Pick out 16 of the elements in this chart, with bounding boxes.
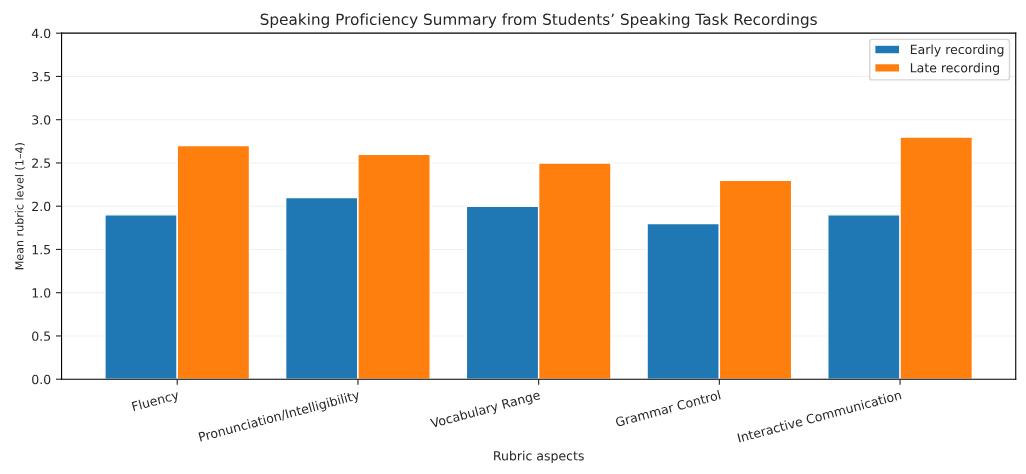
- legend-label: Late recording: [910, 62, 999, 75]
- y-tick-label: 4.0: [31, 28, 51, 39]
- y-tick-label: 1.5: [32, 245, 51, 255]
- y-axis-title: Mean rubric level (1–4): [14, 143, 25, 270]
- y-tick-label: 2.5: [32, 158, 51, 168]
- y-tick-label: 3.0: [32, 115, 51, 125]
- x-tick-label: Fluency: [131, 389, 180, 414]
- y-tick-label: 0.0: [32, 374, 51, 385]
- y-tick-label: 2.0: [32, 201, 51, 212]
- y-tick-label: 0.5: [32, 331, 51, 341]
- legend-label: Early recording: [910, 44, 1004, 57]
- x-axis-title: Rubric aspects: [494, 450, 584, 463]
- chart-title: Speaking Proficiency Summary from Students’ Speaking Task Recordings: [260, 13, 817, 29]
- x-tick-label: Grammar Control: [614, 389, 721, 427]
- y-tick-label: 1.0: [32, 288, 51, 298]
- y-tick-label: 3.5: [32, 71, 51, 82]
